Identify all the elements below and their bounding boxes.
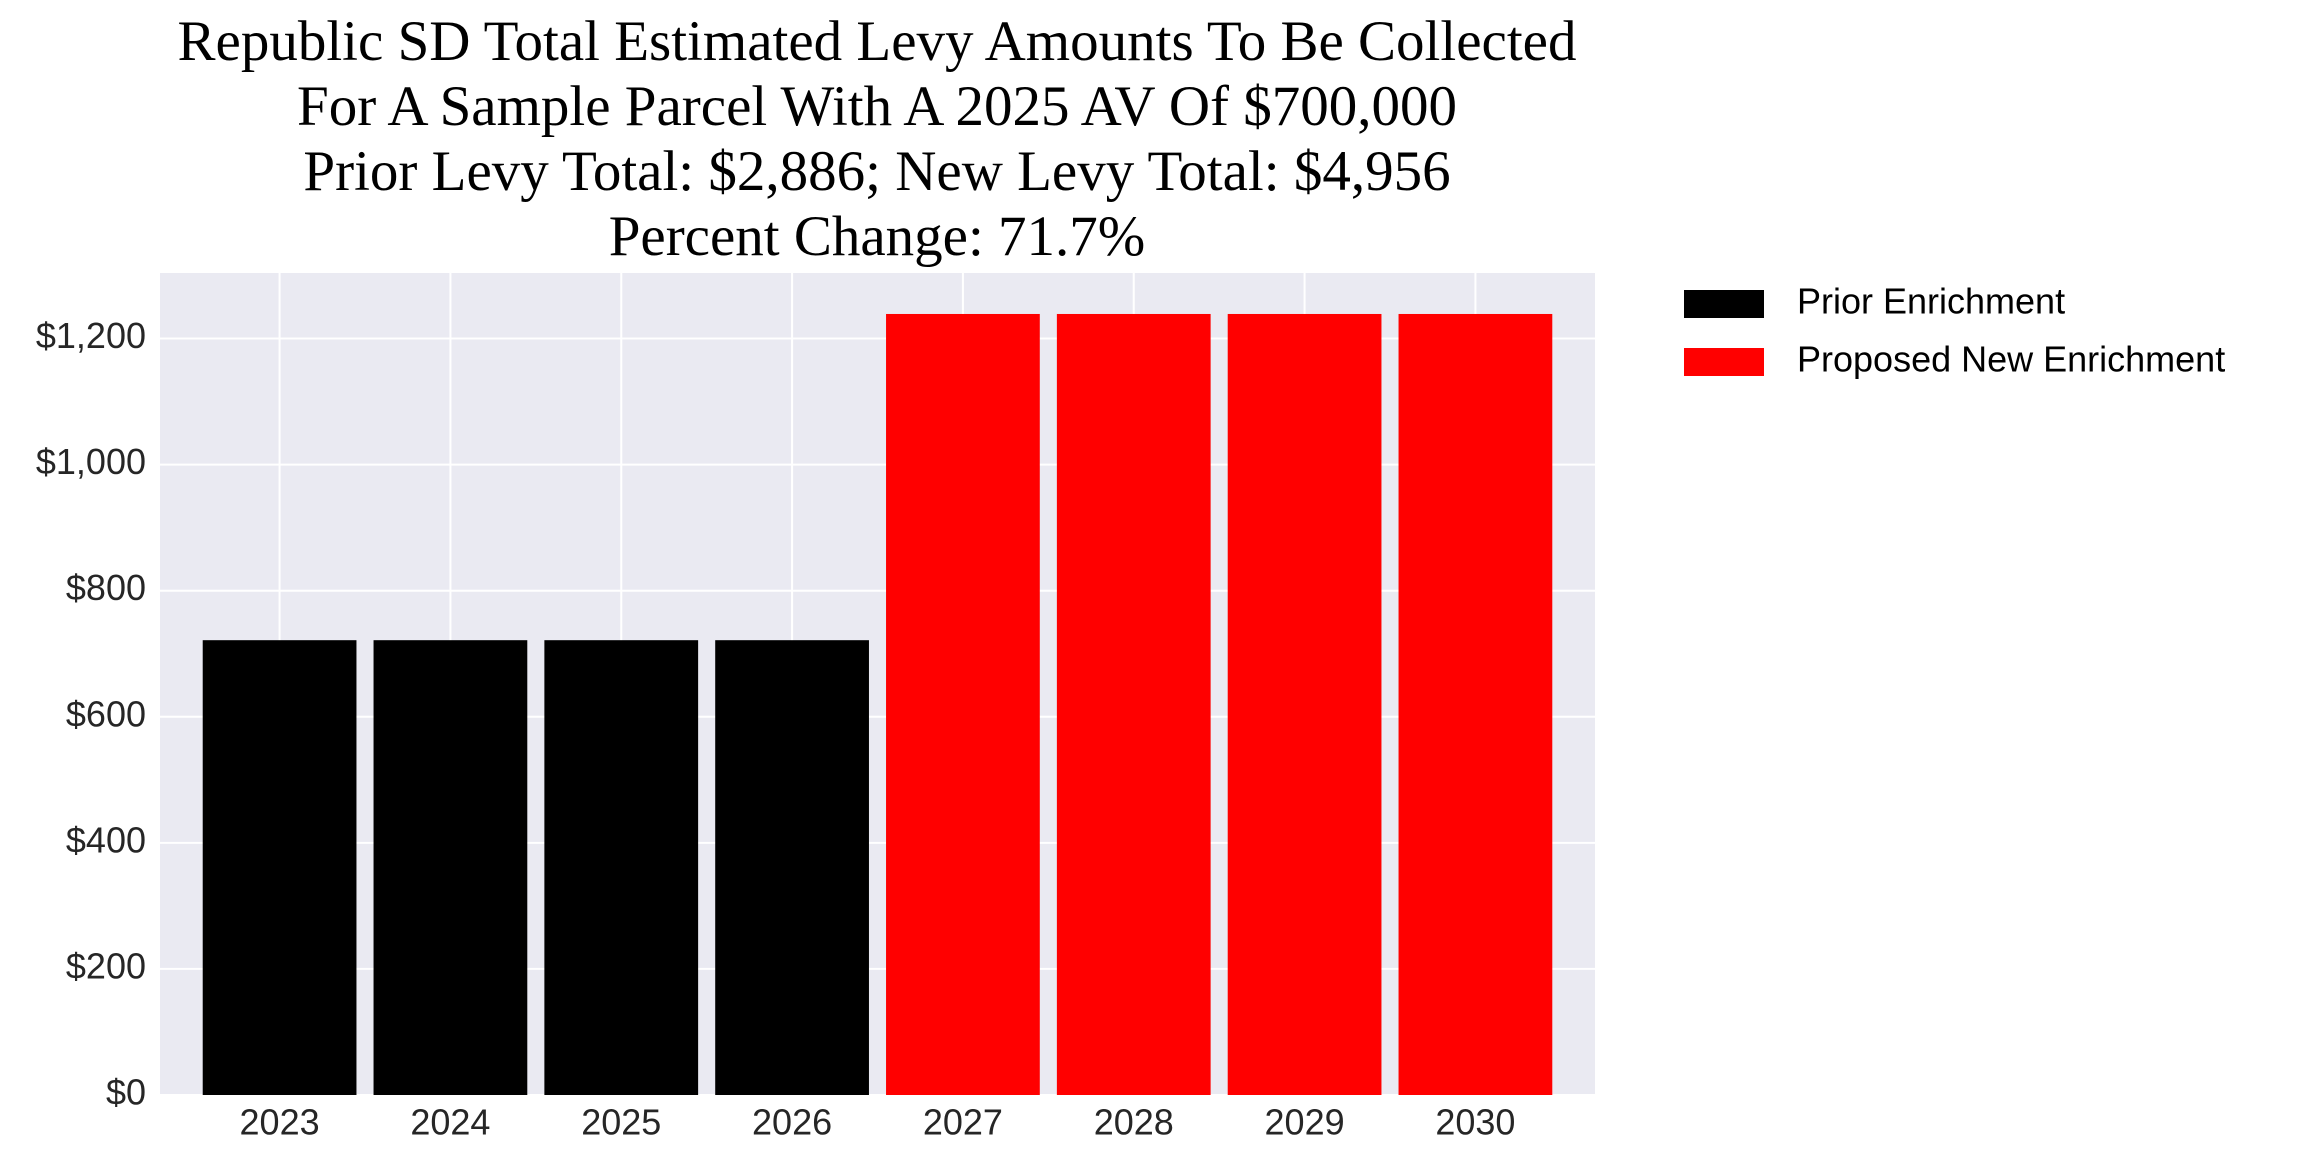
legend-swatch xyxy=(1684,348,1764,376)
x-tick-label: 2028 xyxy=(1094,1102,1174,1143)
bar xyxy=(202,640,357,1095)
chart-title: Republic SD Total Estimated Levy Amounts… xyxy=(178,10,1577,73)
legend-swatch xyxy=(1684,290,1764,318)
bar xyxy=(1056,313,1211,1095)
chart-title: Percent Change: 71.7% xyxy=(609,205,1146,268)
bar xyxy=(373,640,528,1095)
chart-title: Prior Levy Total: $2,886; New Levy Total… xyxy=(303,140,1450,203)
legend-label: Proposed New Enrichment xyxy=(1797,339,2225,380)
bar xyxy=(886,313,1040,1095)
y-tick-label: $1,200 xyxy=(36,315,146,356)
y-tick-label: $400 xyxy=(66,819,146,860)
x-tick-label: 2027 xyxy=(923,1102,1003,1143)
x-tick-label: 2025 xyxy=(581,1102,661,1143)
y-tick-label: $0 xyxy=(106,1072,146,1113)
x-tick-label: 2030 xyxy=(1435,1102,1515,1143)
y-tick-label: $600 xyxy=(66,693,146,734)
x-tick-label: 2026 xyxy=(752,1102,832,1143)
bar xyxy=(715,640,869,1095)
y-tick-label: $200 xyxy=(66,945,146,986)
bar xyxy=(544,640,699,1095)
bar xyxy=(1227,313,1382,1095)
chart-title: For A Sample Parcel With A 2025 AV Of $7… xyxy=(297,75,1457,138)
x-tick-label: 2023 xyxy=(240,1102,320,1143)
bar xyxy=(1398,313,1553,1095)
y-tick-label: $1,000 xyxy=(36,441,146,482)
legend-label: Prior Enrichment xyxy=(1797,281,2065,322)
y-tick-label: $800 xyxy=(66,567,146,608)
x-tick-label: 2024 xyxy=(410,1102,490,1143)
x-tick-label: 2029 xyxy=(1265,1102,1345,1143)
